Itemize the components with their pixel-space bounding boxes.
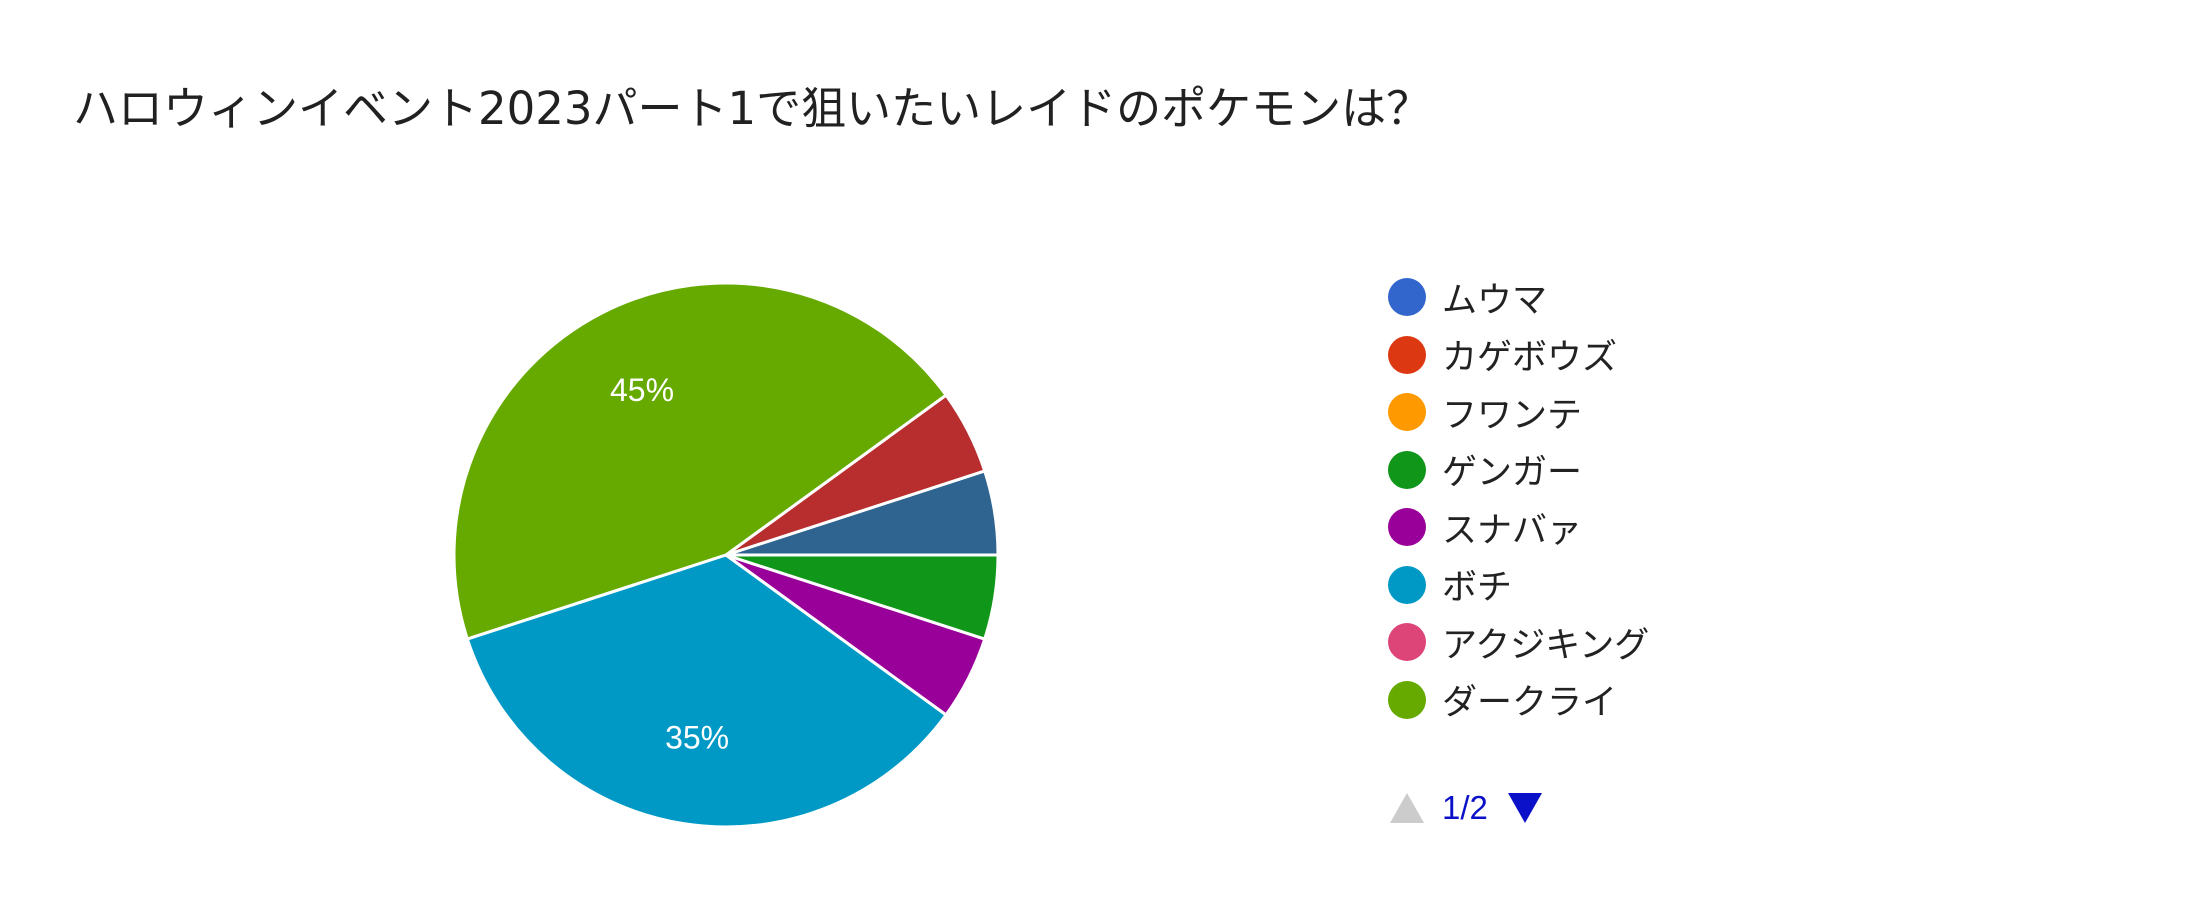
legend-swatch bbox=[1388, 335, 1426, 374]
pager-text: 1/2 bbox=[1442, 789, 1488, 826]
legend-label: ボチ bbox=[1442, 568, 1513, 608]
legend-item[interactable]: アクジキング bbox=[1388, 619, 1788, 666]
legend-item[interactable]: ボチ bbox=[1388, 562, 1788, 608]
legend-swatch bbox=[1388, 450, 1426, 489]
legend-item[interactable]: ゲンガー bbox=[1388, 447, 1788, 493]
legend-label: アクジキング bbox=[1442, 625, 1650, 666]
triangle-down-icon bbox=[1507, 793, 1542, 823]
legend-label: スナバァ bbox=[1442, 510, 1583, 551]
slice-data-label: 45% bbox=[610, 372, 674, 408]
legend-swatch bbox=[1388, 278, 1426, 316]
legend-item[interactable]: ムウマ bbox=[1388, 274, 1788, 321]
legend-label: ムウマ bbox=[1442, 280, 1548, 321]
legend-swatch bbox=[1388, 393, 1426, 431]
slice-data-label: 35% bbox=[665, 720, 729, 756]
legend-swatch bbox=[1388, 623, 1426, 661]
pie-data-labels: 45% 35% bbox=[610, 372, 729, 756]
legend-swatch bbox=[1388, 565, 1426, 604]
legend-label: カゲボウズ bbox=[1442, 338, 1618, 378]
pager-next-button[interactable] bbox=[1506, 789, 1544, 827]
pie-slice-10[interactable] bbox=[725, 553, 1000, 641]
legend-item[interactable]: ダークライ bbox=[1388, 677, 1788, 723]
legend-pager: 1/2 bbox=[1388, 786, 1544, 830]
legend-item[interactable]: カゲボウズ bbox=[1388, 332, 1788, 378]
legend-label: ダークライ bbox=[1442, 683, 1618, 723]
pie-slice-8[interactable] bbox=[465, 553, 949, 829]
legend-swatch bbox=[1388, 508, 1426, 546]
legend-label: ゲンガー bbox=[1442, 453, 1583, 493]
pie-slice-ダークライ[interactable] bbox=[452, 281, 949, 641]
chart-title: ハロウィンイベント2023パート1で狙いたいレイドのポケモンは？ bbox=[73, 82, 1432, 135]
pie-slices bbox=[452, 281, 1000, 829]
pager-prev-button[interactable] bbox=[1388, 789, 1426, 827]
triangle-up-icon bbox=[1390, 793, 1424, 823]
legend-item[interactable]: スナバァ bbox=[1388, 504, 1788, 551]
legend-swatch bbox=[1388, 680, 1426, 719]
legend-label: フワンテ bbox=[1442, 395, 1583, 436]
legend-item[interactable]: フワンテ bbox=[1388, 389, 1788, 436]
